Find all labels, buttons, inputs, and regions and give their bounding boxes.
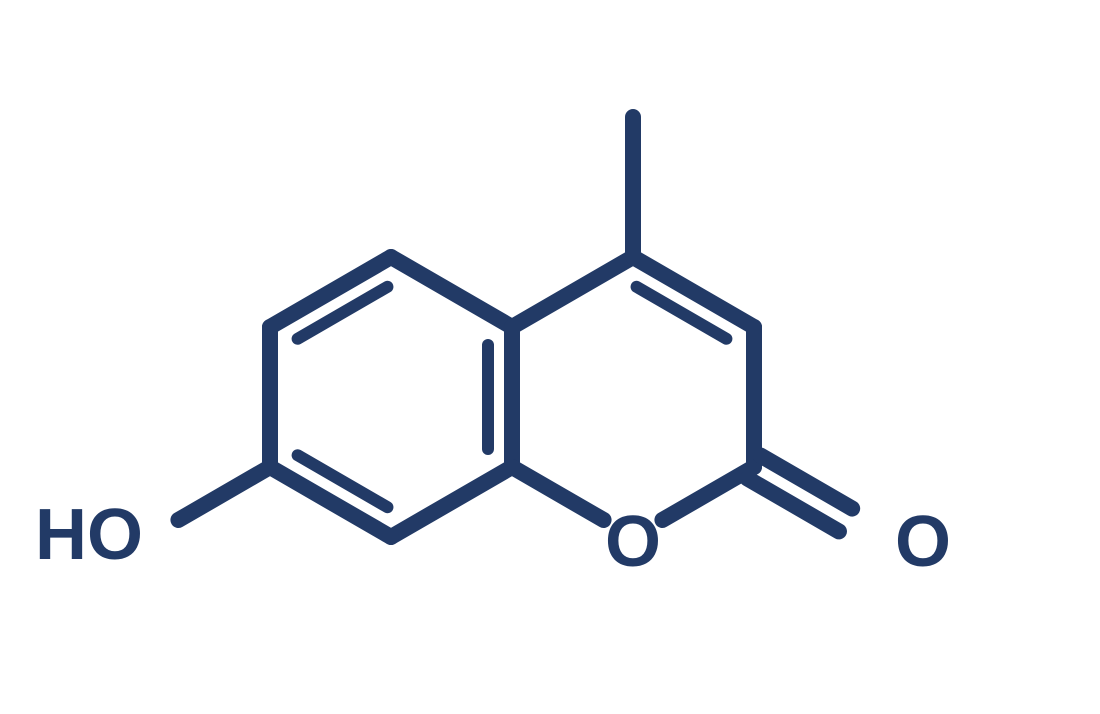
molecule-diagram: HO O O: [0, 0, 1100, 714]
atom-label: O: [895, 502, 951, 582]
atom-label: HO: [35, 495, 143, 575]
bonds-layer: [178, 117, 852, 537]
atom-label: O: [605, 502, 661, 582]
